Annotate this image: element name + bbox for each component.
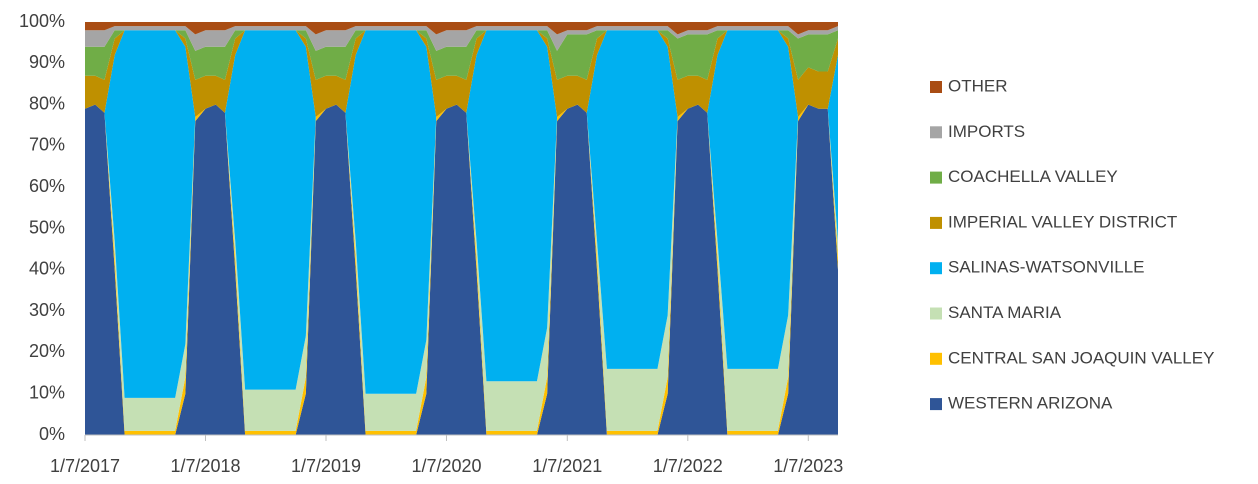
x-tick-label: 1/7/2020 [411, 456, 481, 476]
legend-label: OTHER [948, 76, 1008, 95]
area [85, 104, 838, 435]
x-tick-label: 1/7/2017 [50, 456, 120, 476]
legend-swatch [930, 262, 942, 275]
legend-label: CENTRAL SAN JOAQUIN VALLEY [948, 348, 1214, 367]
legend-label: IMPORTS [948, 122, 1025, 141]
y-tick-label: 60% [29, 176, 65, 196]
x-tick-label: 1/7/2021 [532, 456, 602, 476]
y-tick-label: 100% [19, 11, 65, 31]
x-tick-label: 1/7/2023 [773, 456, 843, 476]
y-tick-label: 40% [29, 259, 65, 279]
legend-swatch [930, 126, 942, 139]
area [85, 30, 838, 117]
legend-label: SANTA MARIA [948, 303, 1062, 322]
legend-label: IMPERIAL VALLEY DISTRICT [948, 212, 1177, 231]
legend-swatch [930, 398, 942, 411]
x-tick-label: 1/7/2019 [291, 456, 361, 476]
x-tick-label: 1/7/2022 [653, 456, 723, 476]
y-tick-label: 50% [29, 217, 65, 237]
legend-swatch [930, 81, 942, 93]
legend-swatch [930, 307, 942, 320]
x-tick-label: 1/7/2018 [170, 456, 240, 476]
legend-label: WESTERN ARIZONA [948, 394, 1113, 413]
y-tick-label: 80% [29, 93, 65, 113]
area [85, 30, 838, 80]
y-tick-label: 0% [39, 424, 65, 444]
legend-label: SALINAS-WATSONVILLE [948, 258, 1145, 277]
legend-swatch [930, 352, 942, 365]
legend-swatch [930, 171, 942, 184]
y-tick-label: 20% [29, 341, 65, 361]
area [85, 104, 838, 435]
area [85, 104, 838, 431]
legend-swatch [930, 216, 942, 229]
legend-label: COACHELLA VALLEY [948, 167, 1118, 186]
area [85, 30, 838, 398]
y-tick-label: 70% [29, 135, 65, 155]
y-tick-label: 30% [29, 300, 65, 320]
y-tick-label: 90% [29, 52, 65, 72]
area [85, 26, 838, 51]
area [85, 22, 838, 35]
y-tick-label: 10% [29, 382, 65, 402]
